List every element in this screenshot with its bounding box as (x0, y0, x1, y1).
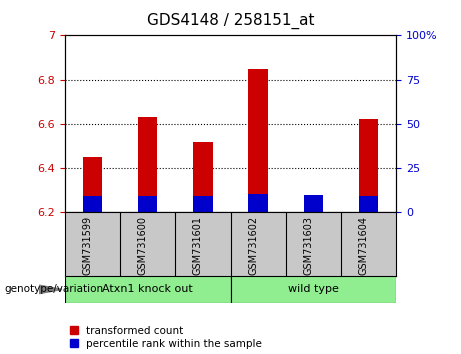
Legend: transformed count, percentile rank within the sample: transformed count, percentile rank withi… (70, 326, 262, 349)
Text: genotype/variation: genotype/variation (5, 284, 104, 295)
Bar (193, 142, 213, 212)
Bar (248, 69, 268, 212)
Bar (65, 276, 230, 303)
Text: GSM731601: GSM731601 (193, 216, 203, 275)
Text: GDS4148 / 258151_at: GDS4148 / 258151_at (147, 12, 314, 29)
Bar (304, 196, 323, 212)
Text: GSM731603: GSM731603 (303, 216, 313, 275)
Bar (138, 117, 157, 212)
Text: GSM731602: GSM731602 (248, 216, 258, 275)
Bar (138, 196, 157, 212)
Text: wild type: wild type (288, 284, 339, 295)
Bar (359, 120, 378, 212)
Bar (230, 276, 396, 303)
Text: GSM731600: GSM731600 (137, 216, 148, 275)
Text: GSM731604: GSM731604 (359, 216, 369, 275)
Bar (304, 195, 323, 212)
Bar (83, 157, 102, 212)
Text: Atxn1 knock out: Atxn1 knock out (102, 284, 193, 295)
Bar (248, 194, 268, 212)
Bar (193, 196, 213, 212)
Polygon shape (39, 285, 62, 293)
Bar (83, 196, 102, 212)
Text: GSM731599: GSM731599 (82, 216, 92, 275)
Bar (359, 196, 378, 212)
